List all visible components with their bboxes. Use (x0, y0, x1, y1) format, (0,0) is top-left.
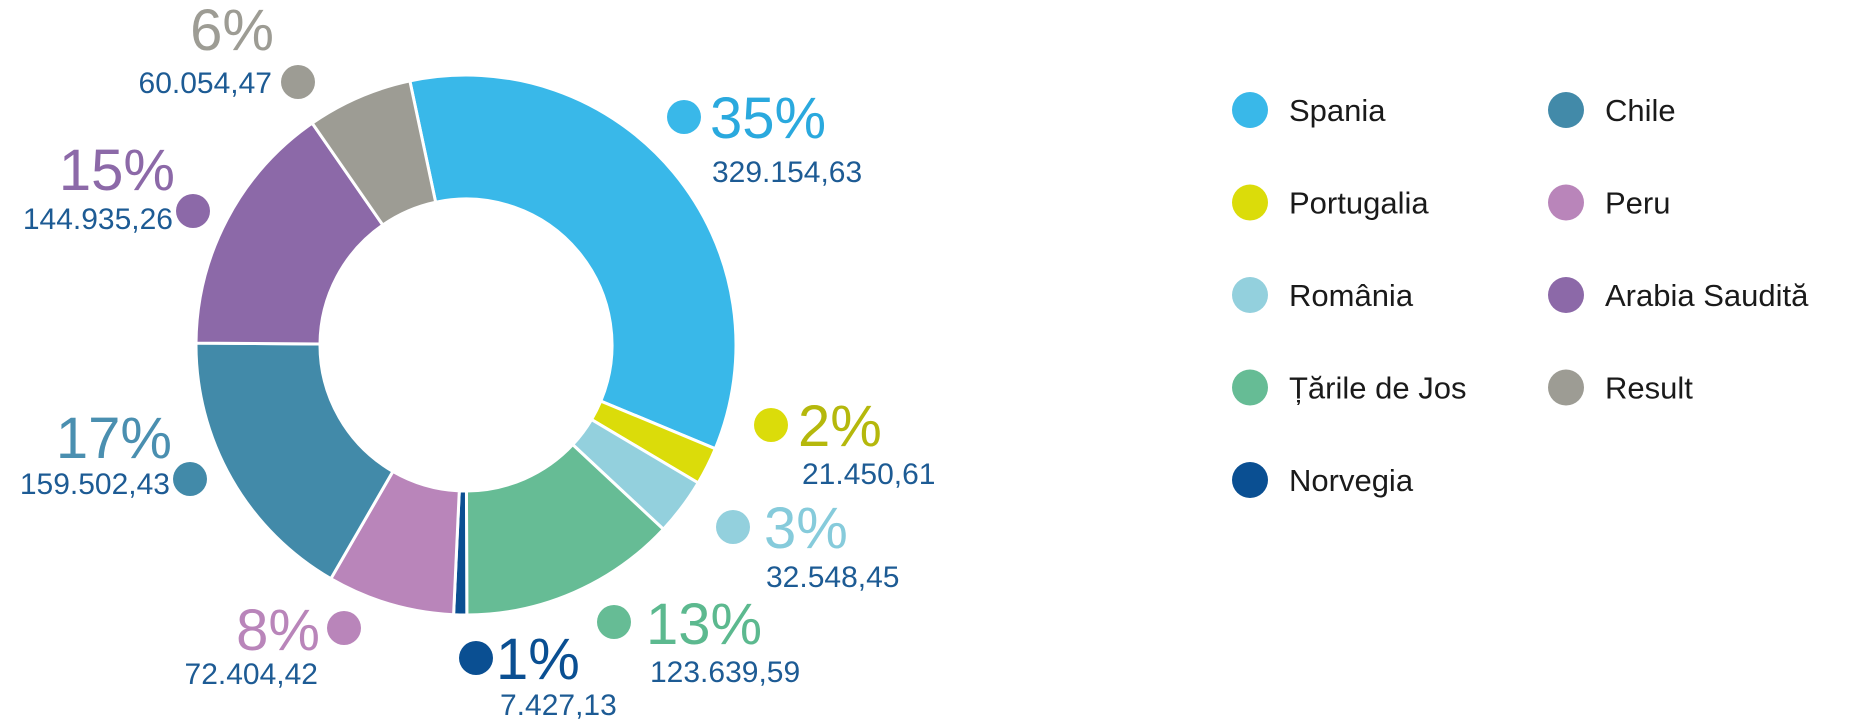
legend-label-spania: Spania (1289, 93, 1386, 128)
legend-label-portugalia: Portugalia (1289, 186, 1429, 221)
label-dot-portugalia (754, 408, 788, 442)
label-dot-result (281, 65, 315, 99)
legend-label-arabia-saudita: Arabia Saudită (1605, 278, 1809, 313)
label-dot-norvegia (459, 641, 493, 675)
label-dot-romania (716, 510, 750, 544)
chart-legend: Spania Portugalia România Țările de Jos Norv… (1232, 92, 1809, 498)
slice-arabia-saudita (194, 121, 385, 346)
slice-chile (194, 341, 395, 581)
value-label-chile: 159.502,43 (20, 468, 170, 501)
value-label-result: 60.054,47 (139, 67, 272, 100)
slice-result (310, 79, 438, 228)
donut-slices (194, 73, 738, 617)
value-label-spania: 329.154,63 (712, 156, 862, 189)
legend-swatch-peru (1548, 184, 1584, 221)
slice-tarile-de-jos (464, 442, 666, 617)
percent-label-result: 6% (190, 0, 274, 63)
label-dot-tarile-de-jos (597, 605, 631, 639)
label-dot-spania (667, 100, 701, 134)
legend-swatch-chile (1548, 92, 1584, 128)
value-label-tarile-de-jos: 123.639,59 (650, 656, 800, 689)
percent-label-norvegia: 1% (496, 627, 580, 692)
value-label-norvegia: 7.427,13 (500, 689, 617, 722)
legend-label-peru: Peru (1605, 186, 1670, 221)
percent-label-arabia-saudita: 15% (59, 138, 175, 203)
percent-label-romania: 3% (764, 496, 848, 561)
legend-swatch-tarile-de-jos (1232, 369, 1268, 406)
legend-swatch-norvegia (1232, 462, 1268, 498)
legend-swatch-spania (1232, 92, 1268, 128)
legend-label-result: Result (1605, 371, 1693, 406)
legend-label-chile: Chile (1605, 93, 1676, 128)
label-dot-arabia-saudita (176, 194, 210, 228)
legend-swatch-portugalia (1232, 184, 1268, 221)
legend-label-norvegia: Norvegia (1289, 463, 1414, 498)
slice-spania (408, 73, 738, 451)
value-label-portugalia: 21.450,61 (802, 458, 935, 491)
legend-label-romania: România (1289, 278, 1414, 313)
value-label-peru: 72.404,42 (185, 658, 318, 691)
percent-label-peru: 8% (236, 598, 320, 663)
percent-label-spania: 35% (710, 86, 826, 151)
percent-label-portugalia: 2% (798, 394, 882, 459)
legend-swatch-arabia-saudita (1548, 277, 1584, 313)
legend-label-tarile-de-jos: Țările de Jos (1289, 371, 1466, 406)
percent-label-chile: 17% (56, 406, 172, 471)
label-dot-chile (173, 462, 207, 496)
percent-label-tarile-de-jos: 13% (646, 592, 762, 657)
value-label-romania: 32.548,45 (766, 561, 899, 594)
slice-labels: 35% 329.154,63 2%21.450,61 3%32.548,4513%12… (20, 0, 936, 722)
legend-swatch-romania (1232, 277, 1268, 313)
legend-swatch-result (1548, 369, 1584, 406)
value-label-arabia-saudita: 144.935,26 (23, 203, 173, 236)
label-dot-peru (327, 611, 361, 645)
